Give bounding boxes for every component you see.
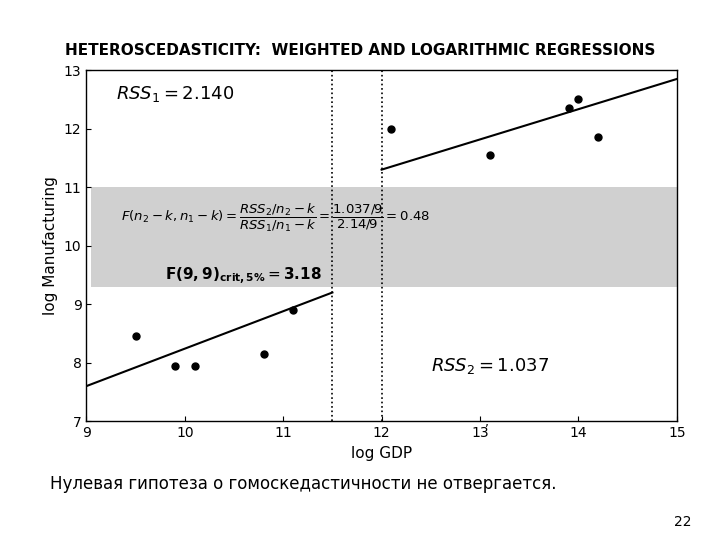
Text: 22: 22 — [674, 515, 691, 529]
Point — [258, 349, 269, 358]
Point — [287, 306, 299, 314]
Point — [386, 124, 397, 133]
Point — [572, 95, 584, 104]
Point — [169, 361, 181, 370]
Text: HETEROSCEDASTICITY:  WEIGHTED AND LOGARITHMIC REGRESSIONS: HETEROSCEDASTICITY: WEIGHTED AND LOGARIT… — [65, 43, 655, 58]
Bar — [91, 187, 677, 287]
Point — [130, 332, 141, 341]
Point — [563, 104, 575, 112]
Text: Нулевая гипотеза о гомоскедастичности не отвергается.: Нулевая гипотеза о гомоскедастичности не… — [50, 475, 557, 493]
Text: $\mathit{RSS}_1 = 2.140$: $\mathit{RSS}_1 = 2.140$ — [116, 84, 234, 104]
Text: $\mathbf{F(9,9)}_{\mathbf{crit,5\%}} = \mathbf{3.18}$: $\mathbf{F(9,9)}_{\mathbf{crit,5\%}} = \… — [165, 266, 322, 287]
X-axis label: log GDP: log GDP — [351, 446, 412, 461]
Point — [484, 151, 495, 159]
Text: ,: , — [485, 416, 489, 429]
Point — [189, 361, 200, 370]
Text: $\mathit{RSS}_2 = 1.037$: $\mathit{RSS}_2 = 1.037$ — [431, 356, 549, 376]
Point — [593, 133, 604, 142]
Y-axis label: log Manufacturing: log Manufacturing — [43, 176, 58, 315]
Text: $F(n_2-k, n_1-k) = \dfrac{RSS_2/n_2-k}{RSS_1/n_1-k} = \dfrac{1.037/9}{2.14/9} = : $F(n_2-k, n_1-k) = \dfrac{RSS_2/n_2-k}{R… — [121, 202, 430, 234]
